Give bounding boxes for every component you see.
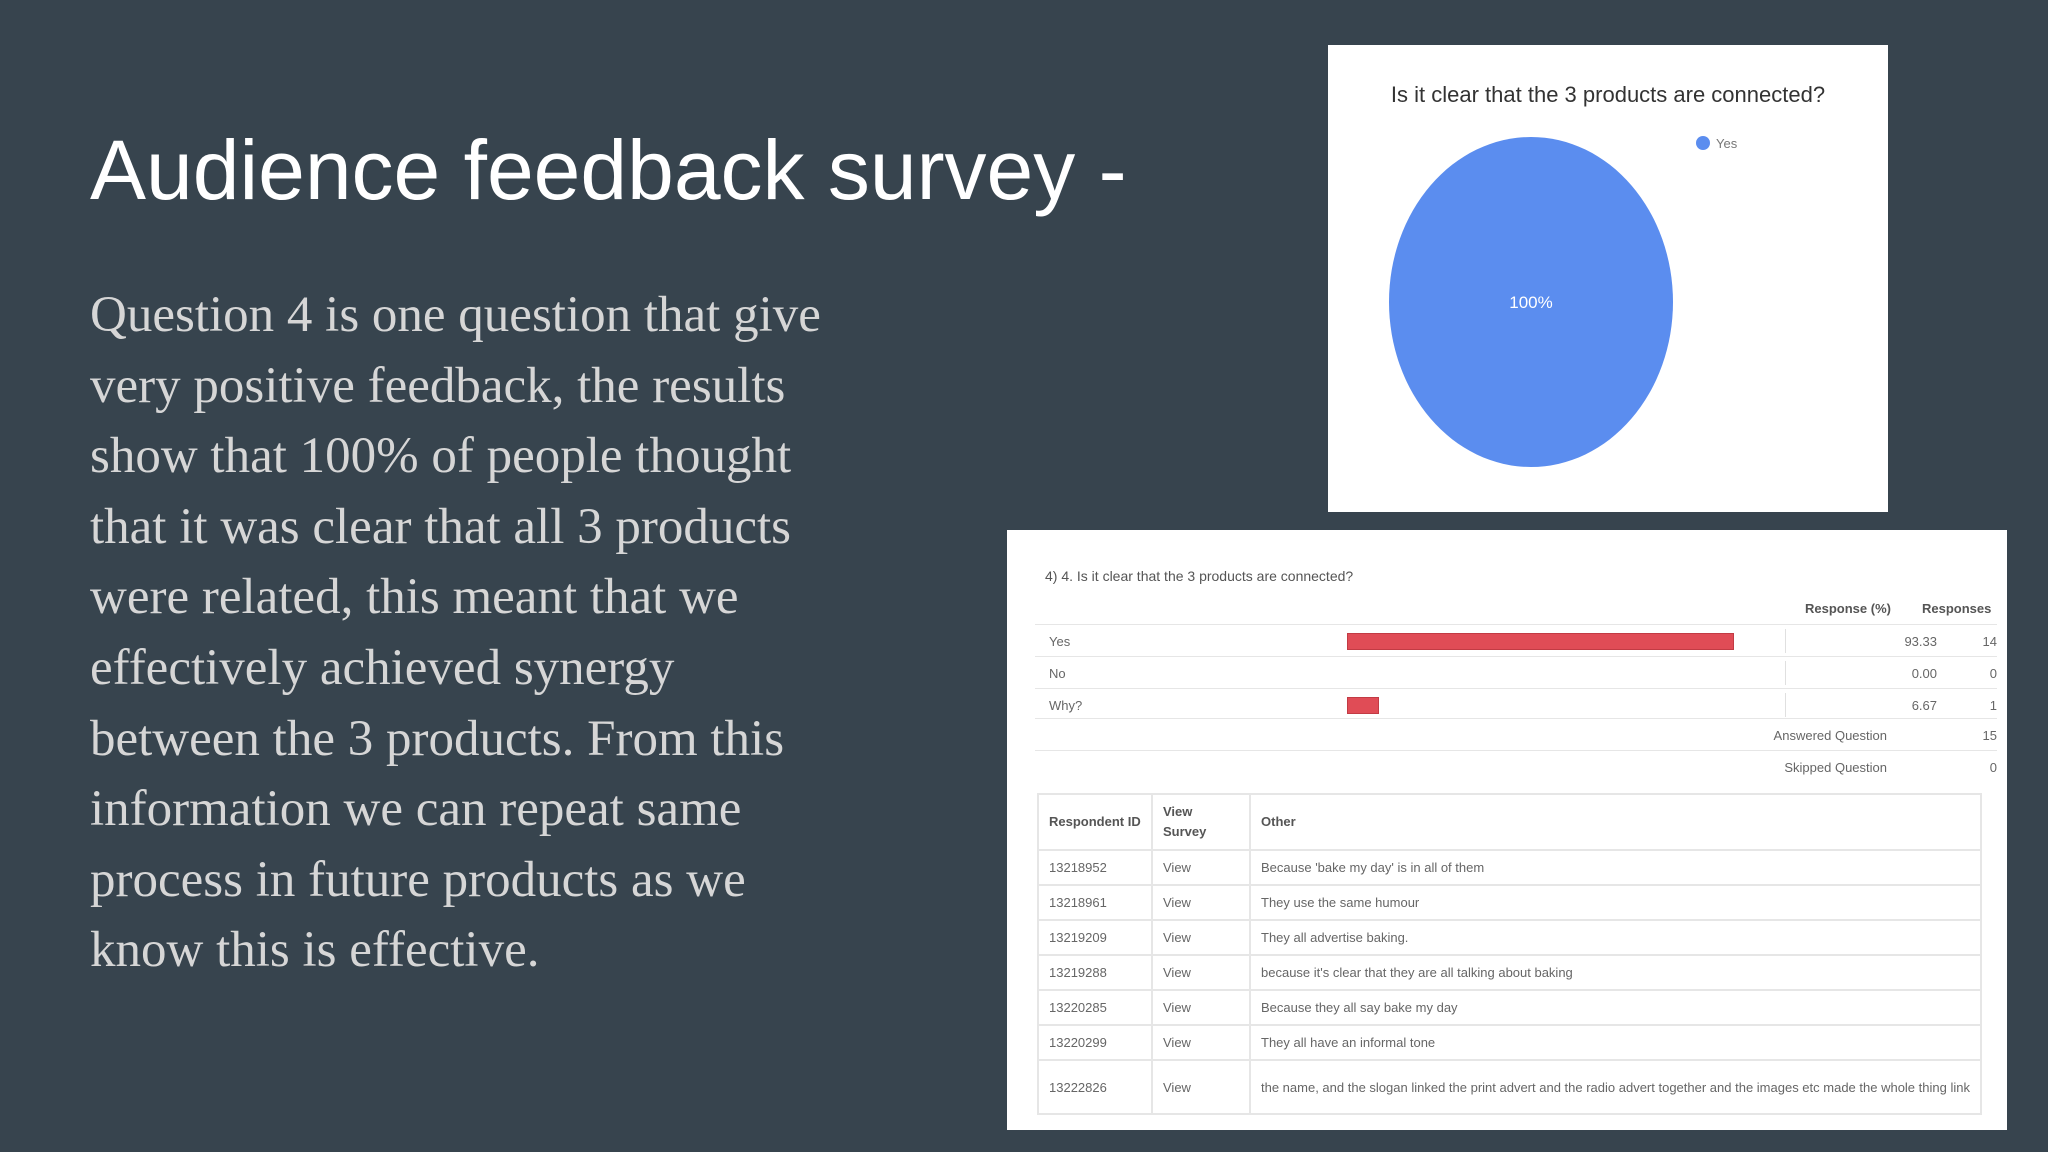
answer-count: 14 <box>1982 634 1997 649</box>
view-survey-link[interactable]: View <box>1151 1059 1251 1115</box>
respondent-id: 13220285 <box>1037 989 1153 1026</box>
other-response-text: Because they all say bake my day <box>1249 989 1982 1026</box>
header-respondent-id: Respondent ID <box>1037 793 1153 851</box>
other-response-text: Because 'bake my day' is in all of them <box>1249 849 1982 886</box>
slide-body-text: Question 4 is one question that give ver… <box>90 287 821 979</box>
column-divider <box>1785 661 1786 685</box>
answer-percent: 0.00 <box>1911 666 1937 681</box>
skipped-value: 0 <box>1989 760 1997 775</box>
answer-percent: 6.67 <box>1911 698 1937 713</box>
view-survey-link[interactable]: View <box>1151 849 1251 886</box>
answer-bar-track <box>1335 657 1805 689</box>
respondent-id: 13219209 <box>1037 919 1153 956</box>
respondent-id: 13220299 <box>1037 1024 1153 1061</box>
view-survey-link[interactable]: View <box>1151 884 1251 921</box>
header-responses: Responses <box>1922 601 1992 616</box>
other-response-text: the name, and the slogan linked the prin… <box>1249 1059 1982 1115</box>
answer-row: Why? 6.67 1 <box>1035 688 1997 721</box>
table-row: 13219288 View because it's clear that they… <box>1037 954 1982 991</box>
table-row: 13222826 View the name, and the slogan lin… <box>1037 1059 1982 1115</box>
respondent-id: 13218952 <box>1037 849 1153 886</box>
header-other: Other <box>1249 793 1982 851</box>
legend-label-yes: Yes <box>1716 136 1738 151</box>
answer-label: Yes <box>1049 634 1071 649</box>
table-row: 13219209 View They all advertise baking. <box>1037 919 1982 956</box>
other-response-text: They use the same humour <box>1249 884 1982 921</box>
question-title: 4) 4. Is it clear that the 3 products ar… <box>1045 568 1354 584</box>
answer-bar-track <box>1335 625 1805 657</box>
answer-row: No 0.00 0 <box>1035 656 1997 689</box>
answered-value: 15 <box>1982 728 1997 743</box>
answer-label: Why? <box>1049 698 1083 713</box>
other-response-text: They all advertise baking. <box>1249 919 1982 956</box>
pie-chart-card: Is it clear that the 3 products are conn… <box>1328 45 1888 512</box>
pie-chart: Is it clear that the 3 products are conn… <box>1389 82 1825 467</box>
table-row: 13218952 View Because 'bake my day' is in … <box>1037 849 1982 886</box>
answer-count: 1 <box>1989 698 1997 713</box>
responses-header-row: Respondent ID View Survey Other <box>1037 793 1982 851</box>
table-row: 13220285 View Because they all say bake my… <box>1037 989 1982 1026</box>
column-divider <box>1785 629 1786 653</box>
skipped-label: Skipped Question <box>1784 760 1887 775</box>
table-row: 13218961 View They use the same humour <box>1037 884 1982 921</box>
header-response-pct: Response (%) <box>1805 601 1891 616</box>
answered-question-row: Answered Question 15 <box>1035 718 1997 751</box>
answer-bar <box>1347 697 1379 714</box>
respondent-id: 13222826 <box>1037 1059 1153 1115</box>
survey-results-card: 4) 4. Is it clear that the 3 products ar… <box>1007 530 2007 1130</box>
respondent-id: 13218961 <box>1037 884 1153 921</box>
other-response-text: They all have an informal tone <box>1249 1024 1982 1061</box>
answer-label: No <box>1049 666 1066 681</box>
answer-row: Yes 93.33 14 <box>1035 624 1997 657</box>
skipped-question-row: Skipped Question 0 <box>1035 750 1997 783</box>
pie-slice-yes <box>1389 137 1673 467</box>
slide-title: Audience feedback survey - <box>90 123 1127 217</box>
column-divider <box>1785 693 1786 717</box>
answered-label: Answered Question <box>1773 728 1887 743</box>
other-response-text: because it's clear that they are all tal… <box>1249 954 1982 991</box>
answer-bar <box>1347 633 1734 650</box>
view-survey-link[interactable]: View <box>1151 954 1251 991</box>
pie-chart-title: Is it clear that the 3 products are conn… <box>1391 82 1825 107</box>
legend-swatch-yes <box>1696 136 1710 150</box>
table-row: 13220299 View They all have an informal to… <box>1037 1024 1982 1061</box>
responses-table: Respondent ID View Survey Other 13218952… <box>1037 793 1982 1115</box>
answer-count: 0 <box>1989 666 1997 681</box>
respondent-id: 13219288 <box>1037 954 1153 991</box>
answer-percent: 93.33 <box>1904 634 1937 649</box>
view-survey-link[interactable]: View <box>1151 919 1251 956</box>
pie-slice-label-yes: 100% <box>1509 293 1552 312</box>
view-survey-link[interactable]: View <box>1151 989 1251 1026</box>
answer-bar-track <box>1335 689 1805 721</box>
header-view-survey: View Survey <box>1151 793 1251 851</box>
view-survey-link[interactable]: View <box>1151 1024 1251 1061</box>
